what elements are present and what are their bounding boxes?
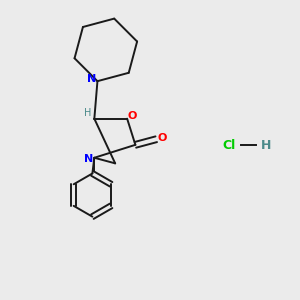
Text: H: H [84,108,91,118]
Text: H: H [261,139,271,152]
Text: N: N [87,74,96,84]
Text: Cl: Cl [222,139,235,152]
Text: N: N [84,154,94,164]
Text: O: O [158,133,167,143]
Text: O: O [128,111,137,121]
